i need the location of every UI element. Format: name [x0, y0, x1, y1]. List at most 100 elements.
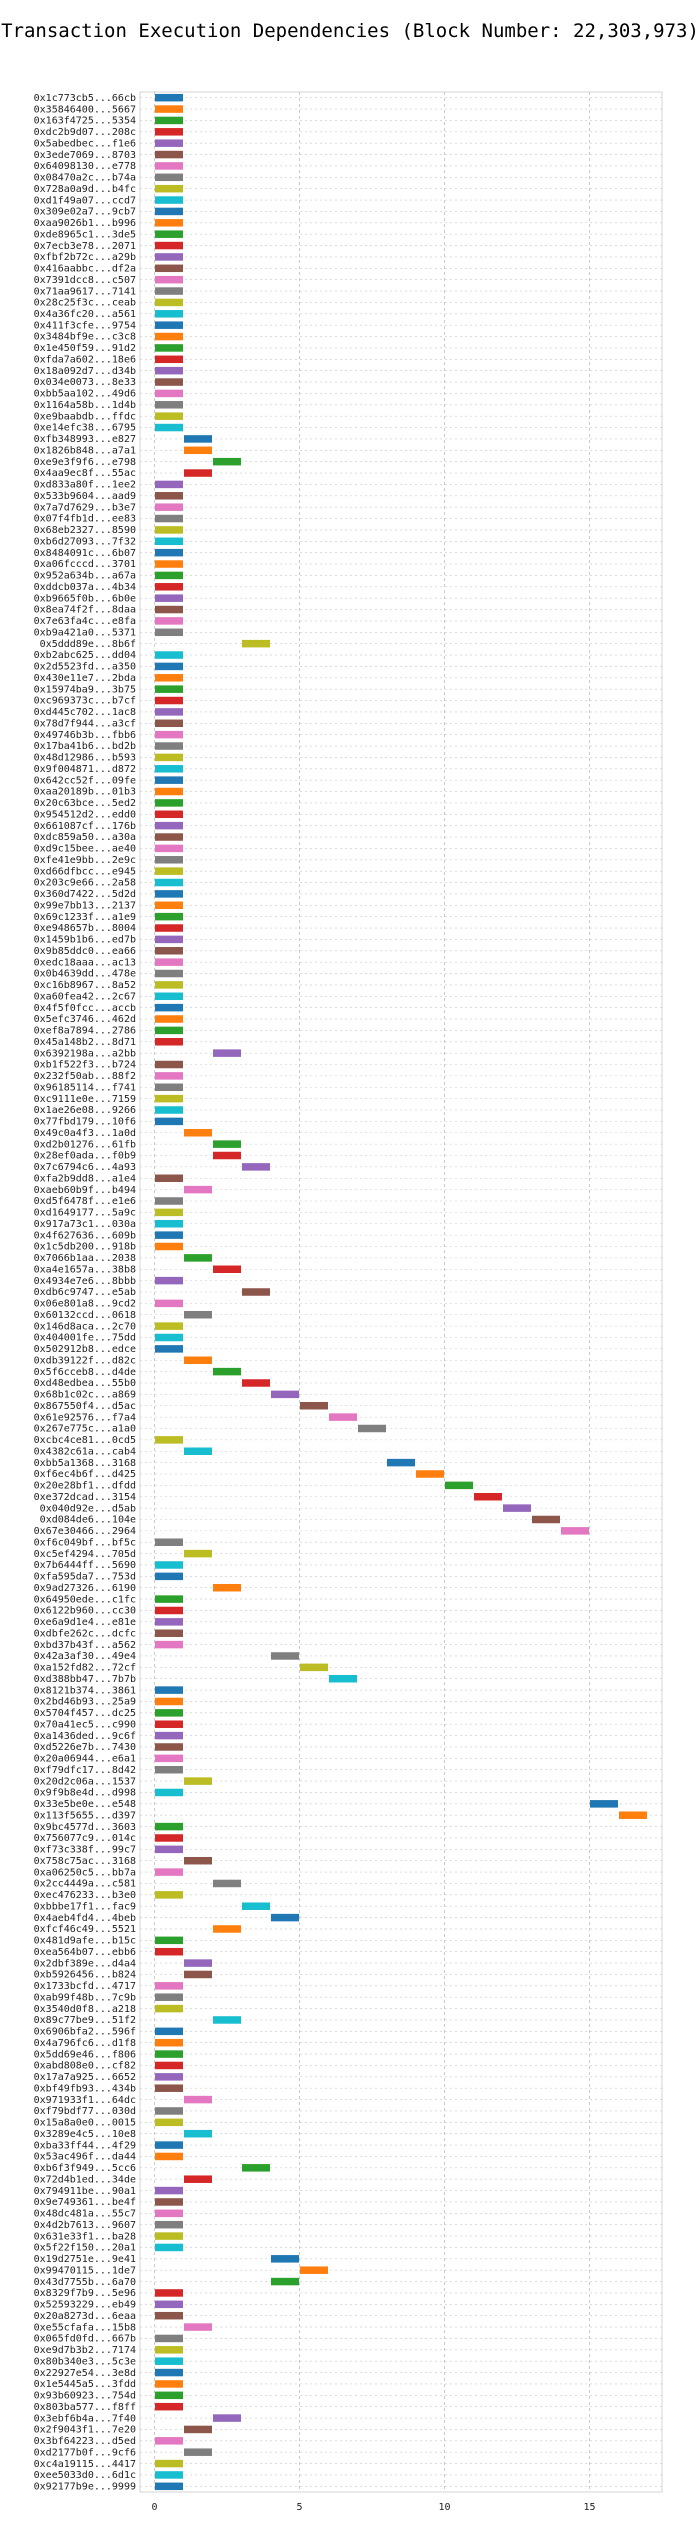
y-tick-label: 0x1c5db200...918b — [34, 1242, 136, 1253]
transaction-bar — [619, 1811, 647, 1819]
y-tick-label: 0x3289e4c5...10e8 — [34, 2129, 136, 2140]
y-tick-label: 0x3ede7069...8703 — [34, 150, 136, 161]
y-tick-label: 0xb5926456...b824 — [34, 1970, 136, 1981]
transaction-bar — [155, 1436, 183, 1444]
y-tick-label: 0x8329f7b9...5e96 — [34, 2288, 136, 2299]
transaction-bar — [155, 548, 183, 557]
transaction-bar — [155, 2004, 183, 2013]
y-tick-label: 0xabd808e0...cf82 — [34, 2061, 136, 2072]
transaction-bar — [155, 2368, 183, 2377]
transaction-bar — [184, 2095, 212, 2104]
transaction-bar — [184, 1129, 212, 1137]
y-tick-label: 0x60132ccd...0618 — [34, 1310, 136, 1321]
transaction-bar — [155, 1015, 183, 1023]
x-tick-label: 15 — [583, 2502, 595, 2513]
y-tick-label: 0x20a8273d...6eaa — [34, 2311, 136, 2322]
x-tick-label: 10 — [438, 2502, 450, 2513]
y-tick-label: 0x28ef0ada...f0b9 — [34, 1151, 136, 1162]
transaction-bar — [213, 1879, 241, 1888]
y-tick-label: 0x411f3cfe...9754 — [34, 320, 136, 331]
transaction-bar — [155, 924, 183, 932]
transaction-bar — [155, 2220, 183, 2229]
y-tick-label: 0x758c75ac...3168 — [34, 1856, 136, 1867]
y-tick-label: 0xe6a9d1e4...e81e — [34, 1617, 136, 1628]
y-tick-label: 0x89c77be9...51f2 — [34, 2015, 136, 2026]
y-tick-label: 0xd1f49a07...ccd7 — [34, 195, 136, 206]
transaction-bar — [242, 2164, 270, 2172]
y-tick-label: 0xe948657b...8004 — [34, 923, 136, 934]
y-tick-label: 0x71aa9617...7141 — [34, 286, 136, 297]
transaction-bar — [155, 730, 183, 739]
y-tick-label: 0xd5226e7b...7430 — [34, 1742, 136, 1753]
y-tick-label: 0xbd37b43f...a562 — [34, 1640, 136, 1651]
transaction-bar — [155, 93, 183, 102]
y-tick-label: 0x49c0a4f3...1a0d — [34, 1128, 136, 1139]
transaction-bar — [184, 1310, 212, 1319]
y-tick-label: 0xaa9026b1...b996 — [34, 218, 136, 229]
y-tick-label: 0x146d8aca...2c70 — [34, 1321, 136, 1332]
y-tick-label: 0x72d4b1ed...34de — [34, 2174, 136, 2185]
transaction-bar — [155, 514, 183, 523]
y-tick-label: 0xe9d7b3b2...7174 — [34, 2345, 136, 2356]
y-tick-label: 0xf6ec4b6f...d425 — [34, 1469, 136, 1480]
transaction-bar — [155, 810, 183, 819]
transaction-bar — [155, 2334, 183, 2343]
y-tick-label: 0xc4a19115...4417 — [34, 2459, 136, 2470]
y-tick-label: 0x867550f4...d5ac — [34, 1401, 136, 1412]
y-tick-label: 0x2bd46b93...25a9 — [34, 1697, 136, 1708]
transaction-bar — [155, 1299, 183, 1308]
y-tick-label: 0x19d2751e...9e41 — [34, 2254, 136, 2265]
y-tick-label: 0x2d5523fd...a350 — [34, 662, 136, 673]
y-tick-label: 0x9e749361...be4f — [34, 2197, 136, 2208]
y-tick-label: 0x232f50ab...88f2 — [34, 1071, 136, 1082]
y-tick-label: 0x631e33f1...ba28 — [34, 2231, 136, 2242]
transaction-bar — [155, 890, 183, 898]
x-tick-label: 5 — [296, 2502, 302, 2513]
y-tick-label: 0x2dbf389e...d4a4 — [34, 1958, 136, 1969]
transaction-bar — [155, 799, 183, 807]
y-tick-label: 0x67e30466...2964 — [34, 1526, 136, 1537]
transaction-bar — [155, 1083, 183, 1092]
transaction-bar — [155, 1947, 183, 1956]
transaction-bar — [155, 1106, 183, 1114]
transaction-bar — [271, 2255, 299, 2263]
transaction-bar — [358, 1424, 386, 1433]
transaction-bar — [155, 1208, 183, 1217]
transaction-bar — [155, 1845, 183, 1854]
transaction-bar — [155, 184, 183, 193]
y-tick-label: 0x954512d2...edd0 — [34, 809, 136, 820]
transaction-bar — [155, 1333, 183, 1342]
transaction-bar — [300, 2266, 328, 2274]
transaction-bar — [184, 2323, 212, 2331]
transaction-bar — [155, 1072, 183, 1080]
transaction-bar — [155, 605, 183, 614]
y-tick-label: 0xf73c338f...99c7 — [34, 1845, 136, 1856]
y-tick-label: 0x5dd69e46...f806 — [34, 2049, 136, 2060]
y-tick-label: 0x96185114...f741 — [34, 1082, 136, 1093]
y-tick-label: 0xec476233...b3e0 — [34, 1890, 136, 1901]
transaction-bar — [155, 1834, 183, 1842]
transaction-bar — [155, 685, 183, 693]
transaction-bar — [155, 2061, 183, 2070]
transaction-bar — [155, 571, 183, 580]
y-tick-label: 0x22927e54...3e8d — [34, 2368, 136, 2379]
y-tick-label: 0x4f5f0fcc...accb — [34, 1003, 136, 1014]
y-tick-label: 0x48d12986...b593 — [34, 753, 136, 764]
transaction-bar — [184, 1447, 212, 1455]
y-tick-label: 0x113f5655...d397 — [34, 1810, 136, 1821]
transaction-bar — [155, 1322, 183, 1330]
y-tick-label: 0x7391dcc8...c507 — [34, 275, 136, 286]
y-tick-label: 0x15a8a0e0...0015 — [34, 2118, 136, 2129]
transaction-bar — [155, 503, 183, 511]
y-tick-label: 0x7c6794c6...4a93 — [34, 1162, 136, 1173]
y-tick-label: 0xd833a80f...1ee2 — [34, 480, 136, 491]
transaction-bar — [155, 560, 183, 568]
transaction-bar — [184, 1959, 212, 1967]
transaction-bar — [213, 2414, 241, 2422]
y-tick-label: 0xab99f48b...7c9b — [34, 1992, 136, 2003]
y-tick-label: 0x040d92e...d5ab — [40, 1503, 136, 1514]
transaction-bar — [155, 912, 183, 921]
y-tick-label: 0xf6c049bf...bf5c — [34, 1537, 136, 1548]
y-tick-label: 0xf79dfc17...8d42 — [34, 1765, 136, 1776]
y-tick-label: 0x917a73c1...030a — [34, 1219, 136, 1230]
